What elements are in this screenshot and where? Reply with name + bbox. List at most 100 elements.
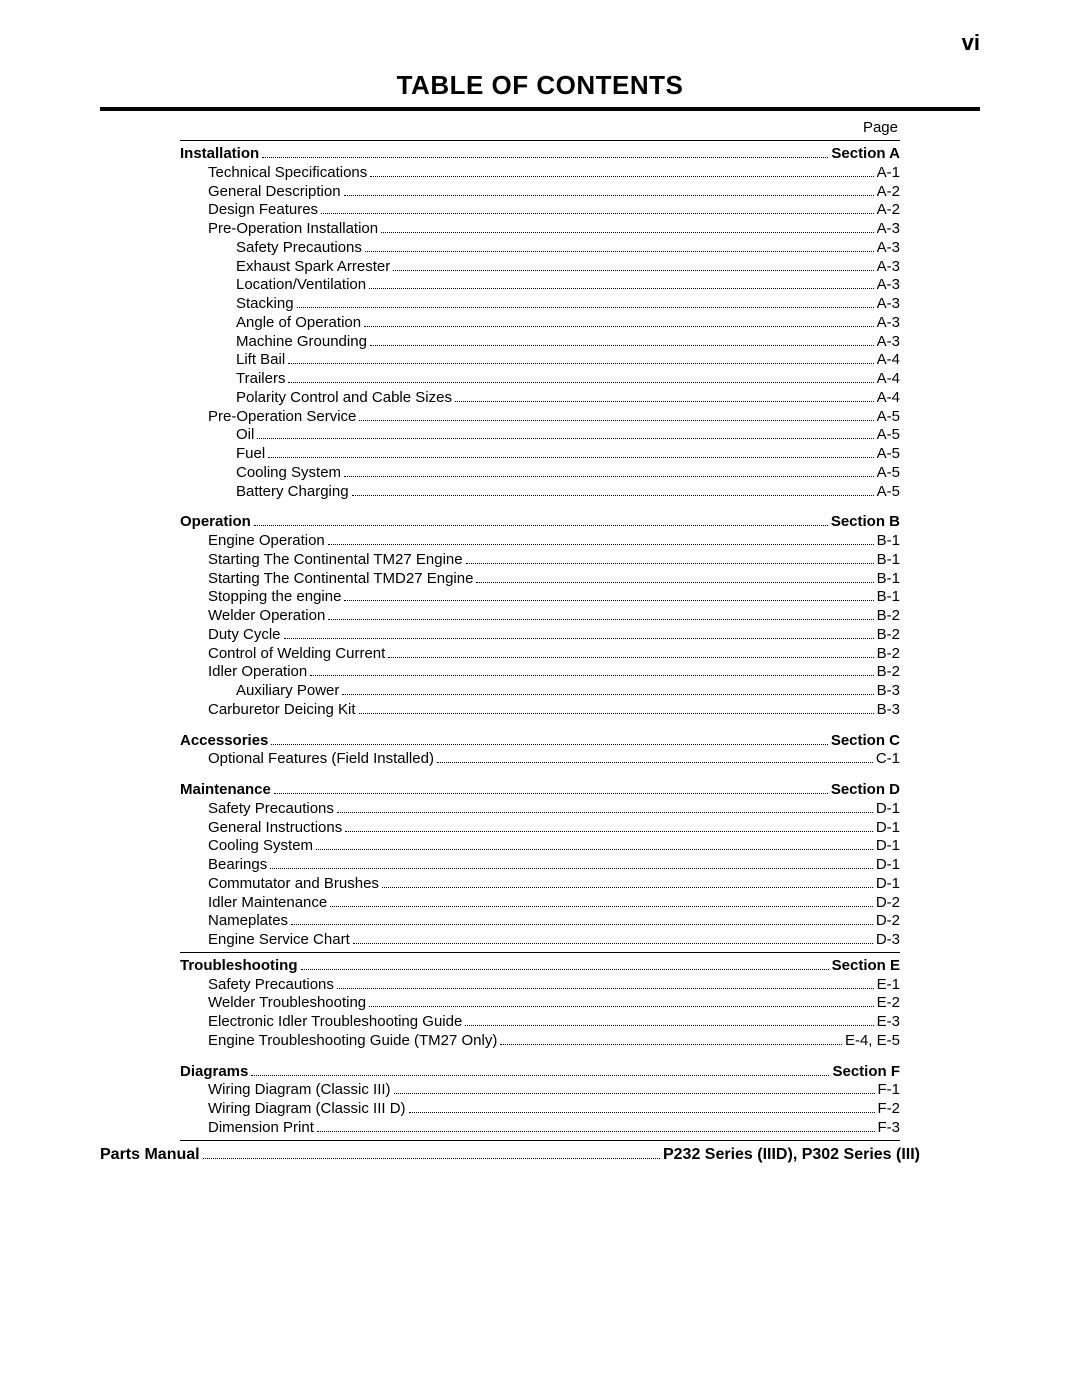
- toc-entry-label: Wiring Diagram (Classic III): [208, 1081, 391, 1100]
- toc-leader: [388, 657, 873, 658]
- toc-entry-page: A-4: [877, 351, 900, 370]
- toc-entry: Safety Precautions D-1: [180, 800, 900, 819]
- toc-leader: [254, 525, 828, 526]
- toc-entry-label: Design Features: [208, 201, 318, 220]
- toc-entry-label: Stopping the engine: [208, 588, 341, 607]
- toc-entry-label: Safety Precautions: [208, 976, 334, 995]
- toc-entry-page: B-2: [877, 663, 900, 682]
- toc-entry-page: F-2: [878, 1100, 901, 1119]
- toc-entry-page: D-1: [876, 837, 900, 856]
- toc-leader: [455, 401, 874, 402]
- toc-leader: [342, 694, 873, 695]
- toc-entry: BearingsD-1: [180, 856, 900, 875]
- toc-entry-page: A-5: [877, 483, 900, 502]
- title-rule: [100, 107, 980, 111]
- toc-entry: OilA-5: [180, 426, 900, 445]
- toc-entry-label: Starting The Continental TM27 Engine: [208, 551, 463, 570]
- toc-entry-label: Engine Operation: [208, 532, 325, 551]
- toc-leader: [365, 251, 874, 252]
- toc-entry-label: Cooling System: [208, 837, 313, 856]
- toc-entry: Technical SpecificationsA-1: [180, 164, 900, 183]
- toc-entry-page: C-1: [876, 750, 900, 769]
- toc-entry: Engine OperationB-1: [180, 532, 900, 551]
- toc-entry: Location/Ventilation A-3: [180, 276, 900, 295]
- toc-entry-page: A-2: [877, 183, 900, 202]
- toc-entry-page: B-1: [877, 551, 900, 570]
- toc-entry: Control of Welding CurrentB-2: [180, 645, 900, 664]
- toc-entry-label: Accessories: [180, 732, 268, 751]
- toc-entry: Lift Bail A-4: [180, 351, 900, 370]
- toc-entry-label: Lift Bail: [236, 351, 285, 370]
- toc-leader: [370, 345, 874, 346]
- section-gap: [180, 501, 900, 513]
- toc-entry-page: A-3: [877, 220, 900, 239]
- toc-entry-label: Safety Precautions: [208, 800, 334, 819]
- toc-entry: Engine Troubleshooting Guide (TM27 Only)…: [180, 1032, 900, 1051]
- toc-entry: Idler Operation B-2: [180, 663, 900, 682]
- toc-entry-page: E-2: [877, 994, 900, 1013]
- toc-entry-label: Carburetor Deicing Kit: [208, 701, 356, 720]
- toc-entry-label: Location/Ventilation: [236, 276, 366, 295]
- toc-entry-label: Optional Features (Field Installed): [208, 750, 434, 769]
- toc-leader: [337, 812, 873, 813]
- toc-entry-page: Section A: [831, 145, 900, 164]
- toc-entry-page: D-1: [876, 875, 900, 894]
- toc-entry-label: Engine Troubleshooting Guide (TM27 Only): [208, 1032, 497, 1051]
- toc-leader: [288, 363, 873, 364]
- toc-entry-label: Auxiliary Power: [236, 682, 339, 701]
- toc-leader: [476, 582, 873, 583]
- toc-leader: [297, 307, 874, 308]
- toc-entry: Cooling System D-1: [180, 837, 900, 856]
- toc-entry-label: Parts Manual: [100, 1145, 200, 1165]
- toc-entry-page: A-3: [877, 276, 900, 295]
- document-page: vi TABLE OF CONTENTS Page InstallationSe…: [0, 0, 1080, 1397]
- toc-leader: [465, 1025, 873, 1026]
- toc-entry: Dimension PrintF-3: [180, 1119, 900, 1138]
- toc-entry: Optional Features (Field Installed) C-1: [180, 750, 900, 769]
- section-gap: [180, 1051, 900, 1063]
- toc-entry: Angle of OperationA-3: [180, 314, 900, 333]
- toc-entry-page: A-5: [877, 464, 900, 483]
- toc-leader: [369, 288, 874, 289]
- toc-leader: [268, 457, 873, 458]
- toc-entry-page: D-2: [876, 912, 900, 931]
- toc-entry: Safety Precautions E-1: [180, 976, 900, 995]
- toc-leader: [369, 1006, 874, 1007]
- toc-entry: Design FeaturesA-2: [180, 201, 900, 220]
- toc-entry-label: Welder Troubleshooting: [208, 994, 366, 1013]
- toc-entry-page: E-1: [877, 976, 900, 995]
- toc-entry-label: Exhaust Spark Arrester: [236, 258, 390, 277]
- toc-leader: [370, 176, 873, 177]
- toc-entry-label: Idler Operation: [208, 663, 307, 682]
- parts-manual-line: Parts ManualP232 Series (IIID), P302 Ser…: [100, 1145, 920, 1165]
- page-number: vi: [962, 30, 980, 56]
- toc-entry-page: A-3: [877, 314, 900, 333]
- toc-entry: OperationSection B: [180, 513, 900, 532]
- section-gap: [180, 769, 900, 781]
- page-column-header: Page: [100, 119, 898, 136]
- toc-entry-label: Engine Service Chart: [208, 931, 350, 950]
- section-rule: [180, 140, 900, 141]
- toc-leader: [274, 793, 828, 794]
- toc-leader: [466, 563, 874, 564]
- toc-entry-label: Polarity Control and Cable Sizes: [236, 389, 452, 408]
- toc-entry: TroubleshootingSection E: [180, 957, 900, 976]
- toc-entry-label: Wiring Diagram (Classic III D): [208, 1100, 406, 1119]
- toc-entry: Engine Service ChartD-3: [180, 931, 900, 950]
- toc-entry-page: Section B: [831, 513, 900, 532]
- toc-entry-page: A-4: [877, 370, 900, 389]
- toc-entry-label: Stacking: [236, 295, 294, 314]
- toc-entry: Parts ManualP232 Series (IIID), P302 Ser…: [100, 1145, 920, 1165]
- toc-entry: Battery ChargingA-5: [180, 483, 900, 502]
- toc-entry: Wiring Diagram (Classic III)F-1: [180, 1081, 900, 1100]
- table-of-contents: InstallationSection ATechnical Specifica…: [180, 140, 900, 1141]
- toc-entry: Polarity Control and Cable SizesA-4: [180, 389, 900, 408]
- toc-entry-label: Pre-Operation Service: [208, 408, 356, 427]
- toc-leader: [284, 638, 874, 639]
- toc-entry-label: Machine Grounding: [236, 333, 367, 352]
- toc-entry: Commutator and BrushesD-1: [180, 875, 900, 894]
- toc-entry-page: E-3: [877, 1013, 900, 1032]
- toc-entry-label: Starting The Continental TMD27 Engine: [208, 570, 473, 589]
- toc-entry-page: D-1: [876, 800, 900, 819]
- toc-entry-label: Technical Specifications: [208, 164, 367, 183]
